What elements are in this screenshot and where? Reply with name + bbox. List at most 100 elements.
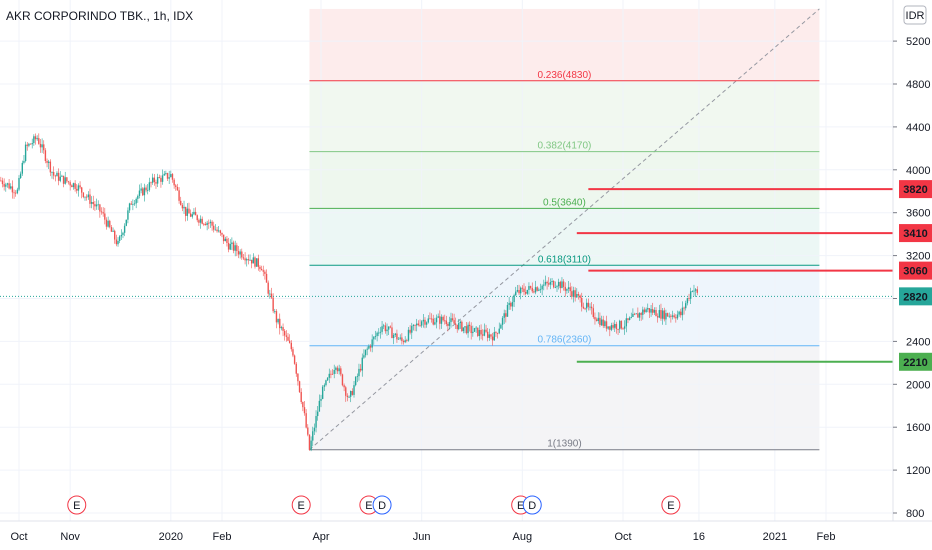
candle-body <box>49 161 52 173</box>
candle-body <box>619 320 621 330</box>
fibonacci-fill-bands <box>309 8 820 450</box>
candle-body <box>660 310 662 319</box>
candle-body <box>567 287 570 289</box>
fib-trend-line[interactable] <box>309 8 820 451</box>
candle-body <box>236 245 238 252</box>
candle-body <box>76 188 78 191</box>
candle-body <box>622 328 624 330</box>
candle-body <box>392 334 395 339</box>
candle-body <box>376 332 378 336</box>
earnings-marker-label: E <box>73 500 80 512</box>
candle-body <box>120 234 123 237</box>
candle-body <box>72 183 75 188</box>
candle-body <box>579 295 581 298</box>
candle-body <box>577 294 580 296</box>
candle-body <box>307 427 309 435</box>
candle-body <box>437 316 439 318</box>
horizontal-levels[interactable] <box>576 188 893 363</box>
earnings-marker[interactable] <box>291 495 311 515</box>
candle-body <box>259 266 261 269</box>
candle-body <box>675 317 677 319</box>
candle-body <box>110 227 113 232</box>
candle-body <box>282 327 284 331</box>
earnings-marker-label: E <box>517 500 524 512</box>
x-tick-label: 16 <box>693 531 705 543</box>
candle-body <box>147 189 149 191</box>
candle-body <box>288 340 291 343</box>
candle-body <box>685 303 687 309</box>
candle-body <box>173 179 175 186</box>
candle-body <box>310 440 312 450</box>
candle-body <box>143 187 146 196</box>
candle-body <box>340 368 342 375</box>
candle-body <box>52 171 55 176</box>
candle-body <box>472 331 474 334</box>
candle-body <box>673 315 675 318</box>
candle-body <box>495 332 497 334</box>
candle-body <box>430 318 433 320</box>
earnings-marker[interactable] <box>661 495 681 515</box>
candle-body <box>386 329 388 332</box>
candle-body <box>615 323 618 330</box>
candle-body <box>459 321 462 324</box>
candle-body <box>59 176 61 181</box>
candle-body <box>209 221 212 224</box>
candle-body <box>630 316 632 318</box>
candle-body <box>628 317 631 320</box>
candle-body <box>581 297 583 307</box>
candle-body <box>389 326 392 328</box>
candle-body <box>24 144 27 161</box>
candle-body <box>637 313 639 318</box>
candle-body <box>574 290 576 298</box>
candle-body <box>693 290 695 292</box>
candle-body <box>635 313 637 315</box>
price-axis-label: 3060 <box>903 266 927 278</box>
candle-body <box>473 328 476 332</box>
x-tick-label: 2021 <box>763 531 787 543</box>
dividend-marker[interactable] <box>372 495 392 515</box>
candle-body <box>597 317 599 322</box>
candle-body <box>283 330 286 336</box>
candle-body <box>77 185 80 191</box>
candle-body <box>633 313 636 315</box>
candle-body <box>477 327 479 337</box>
candle-body <box>595 319 598 322</box>
candle-body <box>13 192 15 194</box>
candle-body <box>16 189 19 194</box>
candle-body <box>623 326 626 329</box>
candle-body <box>216 229 218 232</box>
candle-body <box>396 333 398 340</box>
y-tick-label: 4800 <box>906 79 930 91</box>
candle-body <box>326 377 329 381</box>
candle-body <box>155 182 157 184</box>
candle-body <box>99 204 101 212</box>
candle-body <box>345 387 347 396</box>
candle-body <box>254 257 256 267</box>
candle-body <box>130 203 132 205</box>
candle-body <box>447 324 449 326</box>
candle-body <box>417 323 420 325</box>
candle-body <box>265 273 268 283</box>
candle-body <box>137 195 139 199</box>
x-tick-label: Oct <box>10 531 27 543</box>
candle-body <box>74 183 76 189</box>
candle-body <box>287 336 289 341</box>
candle-body <box>604 321 606 327</box>
candle-body <box>6 183 9 185</box>
fibonacci-trend-line[interactable] <box>309 8 820 451</box>
candle-body <box>168 177 170 179</box>
candle-body <box>62 175 65 184</box>
candle-body <box>444 320 446 322</box>
candle-body <box>617 329 619 330</box>
candle-body <box>28 143 30 146</box>
earnings-marker[interactable] <box>67 495 87 515</box>
fibonacci-retracement[interactable]: 0.236(4830) 0.382(4170) 0.5(3640) 0.618(311… <box>309 70 820 451</box>
candle-body <box>23 160 25 163</box>
dividend-marker[interactable] <box>522 495 542 515</box>
candle-body <box>412 324 415 326</box>
candle-body <box>196 215 198 221</box>
candle-body <box>397 338 400 340</box>
currency-badge[interactable] <box>903 5 927 25</box>
